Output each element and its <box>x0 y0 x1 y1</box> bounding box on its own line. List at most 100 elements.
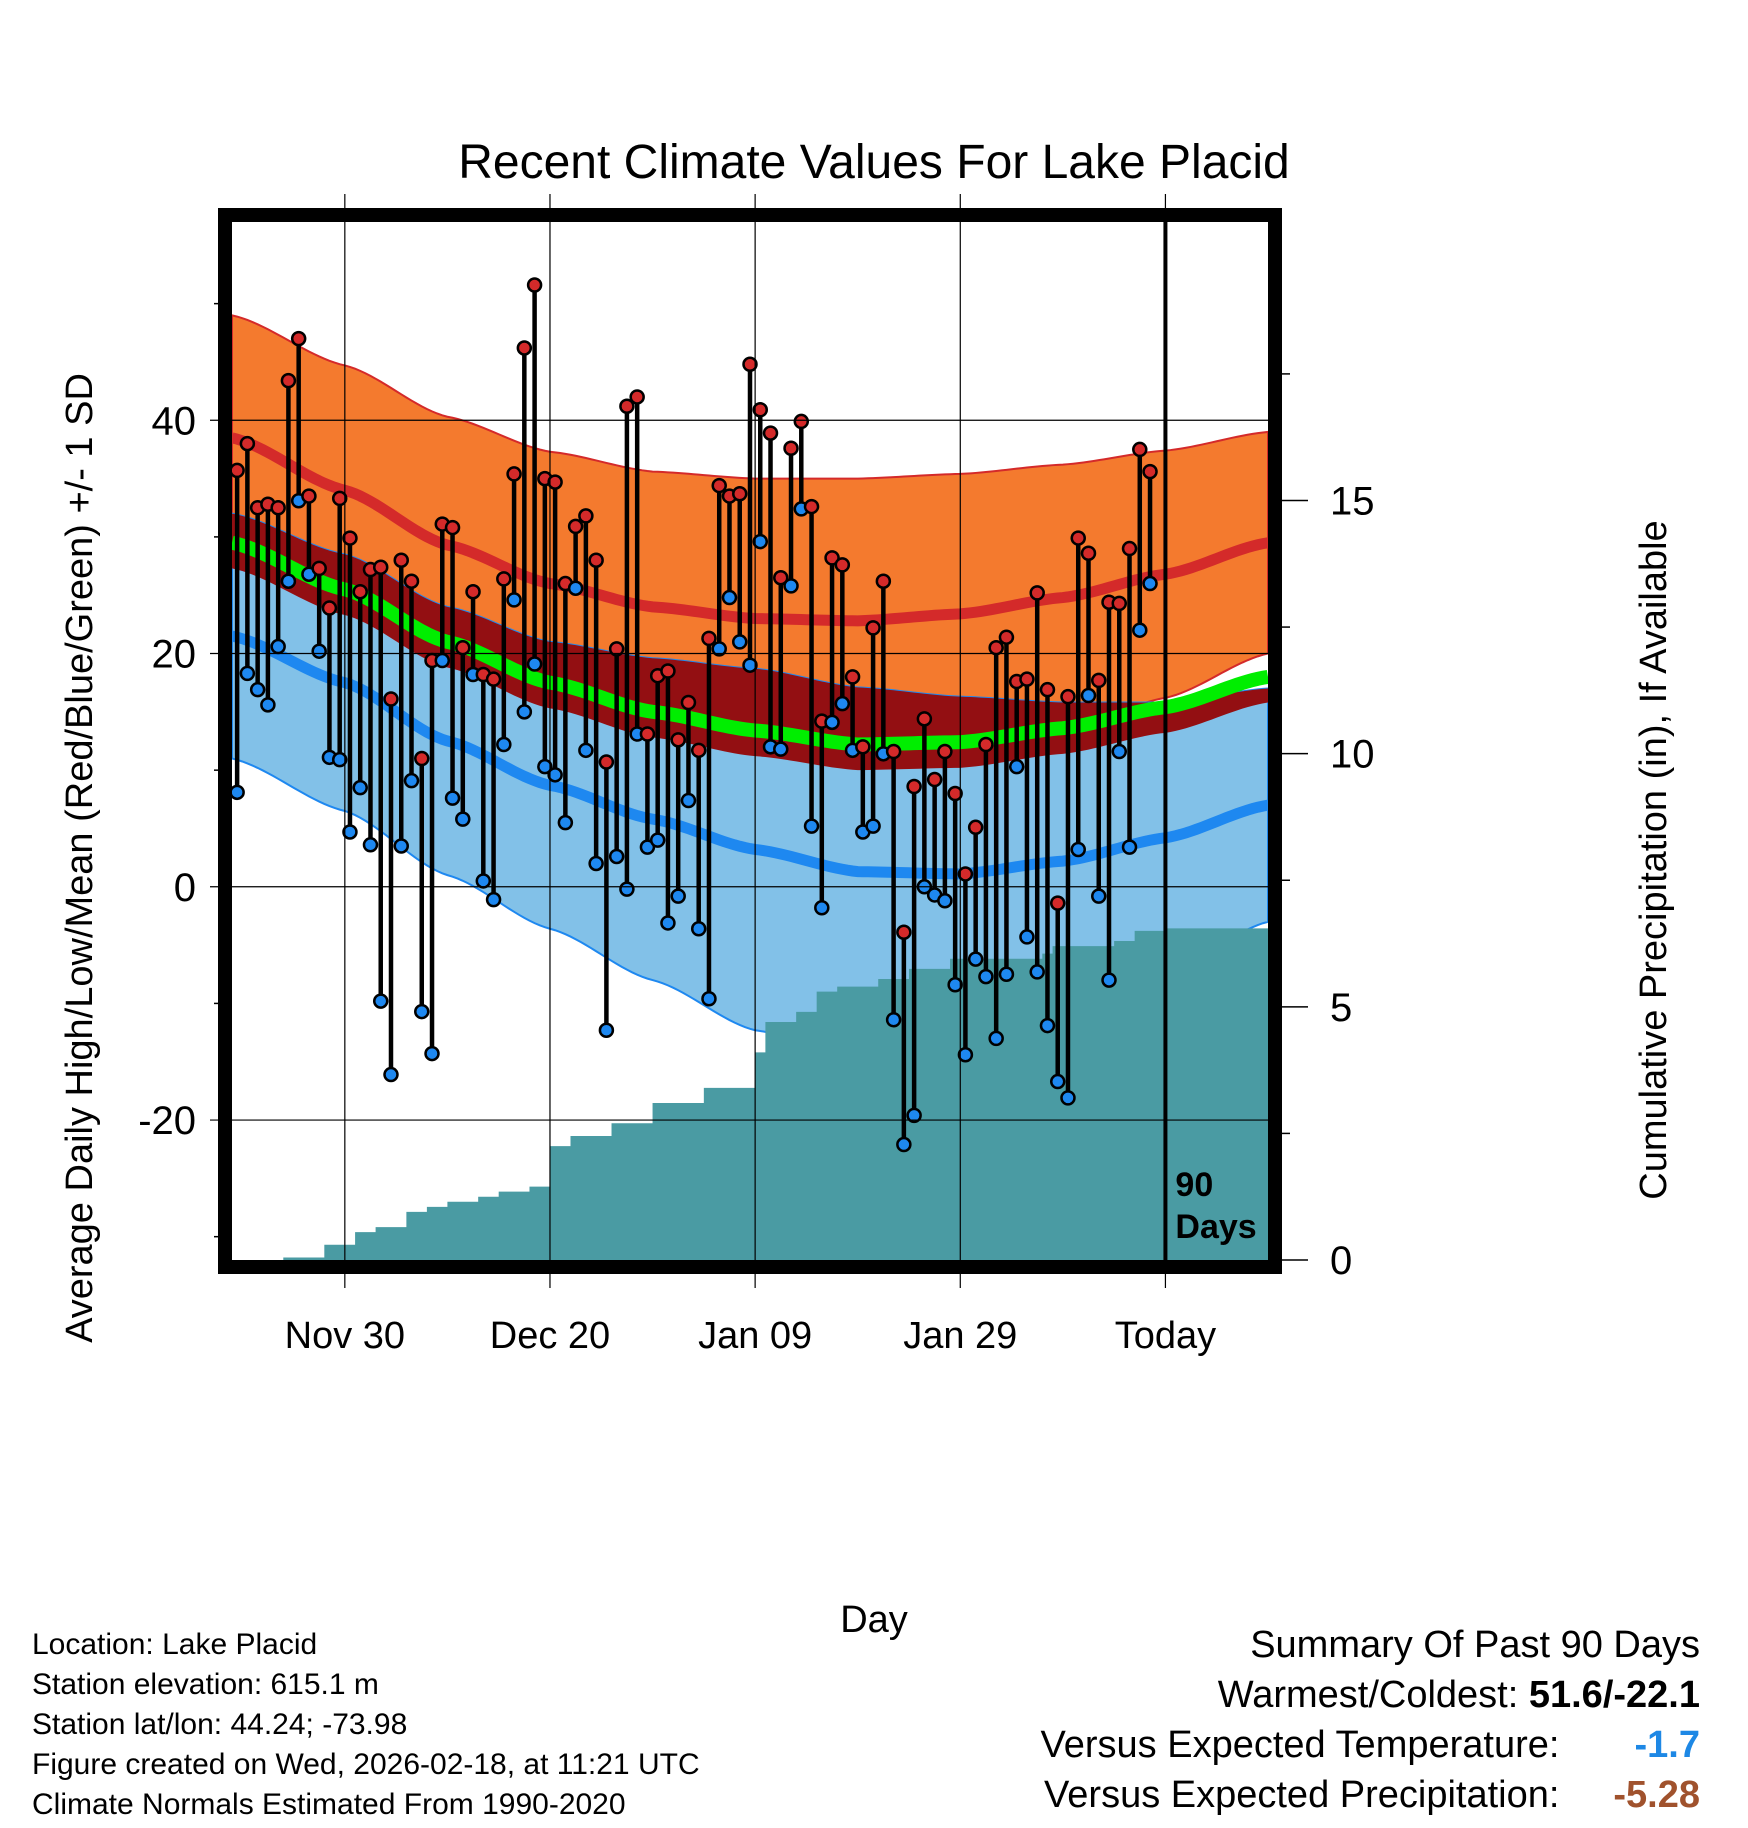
daily-low-point <box>773 741 789 757</box>
y2-tick-label: 15 <box>1330 479 1375 523</box>
daily-high-point <box>824 550 840 566</box>
daily-low-point <box>1132 622 1148 638</box>
daily-high-point <box>988 639 1004 656</box>
daily-high-point <box>875 573 892 589</box>
daily-low-point <box>516 704 533 720</box>
y-axis-label: Average Daily High/Low/Mean (Red/Blue/Gr… <box>59 373 101 1343</box>
daily-high-point <box>844 669 861 685</box>
daily-low-point <box>403 772 420 789</box>
plot-clip-group <box>232 277 1268 1260</box>
plot-frame <box>218 208 1282 1274</box>
daily-low-point <box>742 657 758 673</box>
daily-low-point <box>547 767 563 783</box>
daily-high-point <box>232 462 245 479</box>
daily-low-point <box>260 697 276 713</box>
daily-low-point <box>670 888 686 904</box>
daily-low-point <box>1039 1017 1056 1034</box>
daily-low-point <box>803 818 820 834</box>
daily-low-point <box>372 993 389 1009</box>
daily-low-point <box>232 784 245 801</box>
daily-low-point <box>1101 972 1117 988</box>
precip-row: Versus Expected Precipitation: -5.28 <box>1041 1770 1700 1820</box>
daily-high-point <box>947 785 963 802</box>
precip-area <box>232 925 1268 1260</box>
daily-low-point <box>1019 929 1035 945</box>
x-tick-label: Nov 30 <box>285 1315 405 1357</box>
daily-high-point <box>690 742 707 759</box>
daily-low-point <box>1080 687 1097 704</box>
daily-low-point <box>239 665 256 682</box>
daily-high-point <box>967 819 984 836</box>
daily-high-point <box>855 739 871 755</box>
daily-high-point <box>455 639 471 656</box>
daily-low-point <box>957 1046 974 1063</box>
daily-low-point <box>690 921 707 937</box>
today-days-label-line2: Days <box>1175 1208 1256 1246</box>
daily-high-point <box>598 754 615 770</box>
daily-low-point <box>362 837 379 853</box>
daily-high-point <box>506 466 522 482</box>
y2-axis-label: Cumulative Precipitation (in), If Availa… <box>1633 520 1675 1199</box>
warm-cold-row: Warmest/Coldest: 51.6/-22.1 <box>1041 1670 1700 1720</box>
daily-low-point <box>967 951 984 967</box>
daily-low-point <box>383 1066 399 1083</box>
daily-high-point <box>526 277 543 293</box>
daily-high-point <box>1049 895 1066 911</box>
daily-low-point <box>311 643 327 659</box>
daily-high-point <box>896 924 912 941</box>
daily-low-point <box>896 1136 912 1153</box>
daily-low-point <box>711 641 727 657</box>
daily-low-point <box>1008 758 1025 775</box>
daily-low-point <box>393 838 409 854</box>
temp-label: Versus Expected Temperature: <box>1040 1724 1560 1766</box>
daily-high-point <box>752 402 769 418</box>
daily-low-point <box>680 792 697 809</box>
low-normal-line <box>232 630 1268 880</box>
daily-high-point <box>280 372 297 389</box>
daily-high-point <box>978 736 994 753</box>
daily-low-point <box>731 634 748 650</box>
daily-high-point <box>311 560 327 577</box>
daily-low-point <box>506 592 522 608</box>
normals-text: Climate Normals Estimated From 1990-2020 <box>32 1788 626 1821</box>
daily-high-point <box>383 691 399 707</box>
y-tick-label: 0 <box>174 866 196 910</box>
daily-high-point <box>578 508 594 524</box>
daily-high-point <box>834 557 851 573</box>
daily-low-point <box>526 656 543 672</box>
daily-low-point <box>937 893 953 909</box>
daily-low-point <box>434 652 451 669</box>
daily-low-point <box>475 873 492 889</box>
daily-low-point <box>414 1003 430 1020</box>
daily-low-point <box>834 695 851 712</box>
daily-low-point <box>947 977 963 993</box>
daily-low-point <box>455 811 471 827</box>
x-axis-label: Day <box>840 1599 908 1641</box>
daily-high-point <box>885 743 902 760</box>
daily-high-point <box>516 340 533 356</box>
daily-low-point <box>496 736 512 753</box>
daily-low-point <box>444 790 461 806</box>
daily-low-point <box>249 681 266 698</box>
summary-panel: Summary Of Past 90 Days Warmest/Coldest:… <box>1041 1620 1700 1820</box>
daily-high-point <box>865 620 881 636</box>
y2-tick-label: 10 <box>1330 733 1375 777</box>
daily-low-point <box>567 580 584 596</box>
daily-low-point <box>557 814 574 831</box>
daily-high-point <box>701 630 717 647</box>
daily-high-point <box>1039 681 1056 698</box>
daily-high-point <box>608 641 625 657</box>
plot-area <box>232 277 1268 1260</box>
daily-high-point <box>1060 688 1076 705</box>
daily-low-point <box>865 818 881 834</box>
daily-low-point <box>588 855 604 872</box>
y-tick-label: -20 <box>138 1099 196 1143</box>
daily-low-point <box>1142 575 1158 592</box>
daily-low-point <box>352 779 368 796</box>
daily-high-point <box>773 569 789 586</box>
daily-high-point <box>465 583 481 600</box>
daily-high-point <box>331 490 348 507</box>
daily-low-point <box>270 638 286 655</box>
y-tick-label: 20 <box>152 633 197 677</box>
daily-low-point <box>1121 839 1138 855</box>
